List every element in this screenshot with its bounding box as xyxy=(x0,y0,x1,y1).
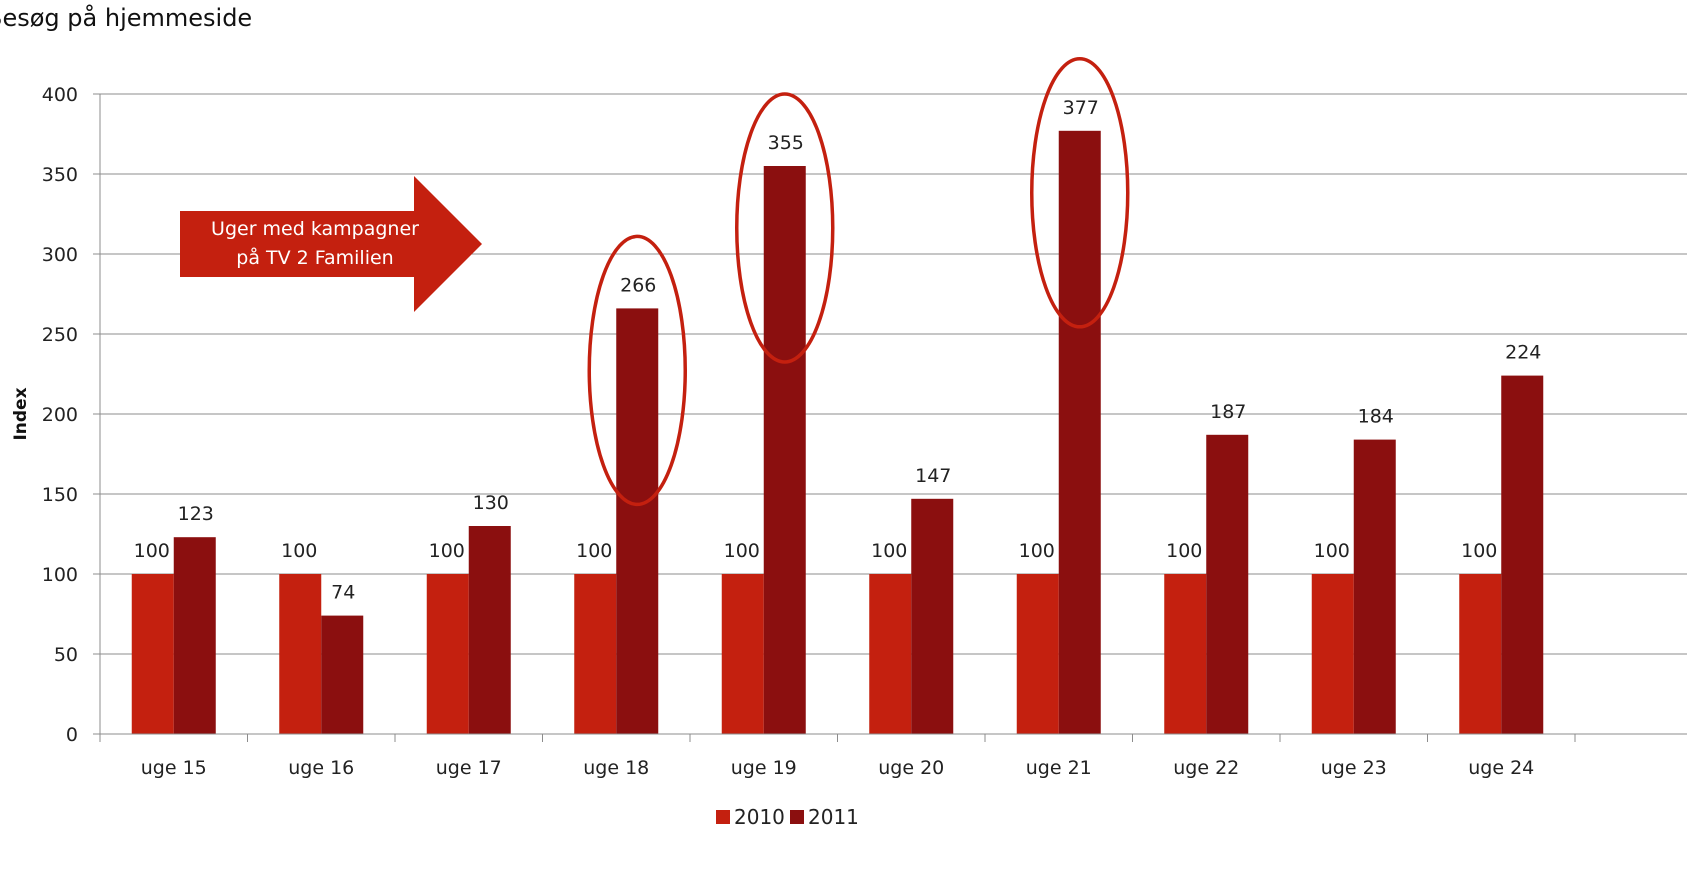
bar-2011 xyxy=(1206,434,1249,734)
y-tick-label: 200 xyxy=(42,404,78,426)
data-label-2010: 100 xyxy=(134,540,170,562)
x-tick-label: uge 17 xyxy=(436,757,502,779)
y-tick-label: 50 xyxy=(54,644,78,666)
data-label-2011: 130 xyxy=(473,492,509,514)
gridlines xyxy=(100,93,1687,655)
data-label-2010: 100 xyxy=(724,540,760,562)
bar-2010 xyxy=(574,574,617,734)
data-label-2011: 377 xyxy=(1063,97,1099,119)
bar-2010 xyxy=(1459,574,1502,734)
data-labels: 100 123 100 74 100 130 100 266 100 355 100 147 100 37… xyxy=(134,97,1542,604)
x-tick-label: uge 21 xyxy=(1026,757,1092,779)
bar-2010 xyxy=(131,574,174,734)
data-label-2010: 100 xyxy=(576,540,612,562)
bar-2010 xyxy=(721,574,764,734)
bar-2010 xyxy=(426,574,469,734)
data-label-2010: 100 xyxy=(429,540,465,562)
y-tick-label: 350 xyxy=(42,164,78,186)
x-tick-label: uge 16 xyxy=(288,757,354,779)
legend-label-2010: 2010 xyxy=(734,805,785,829)
legend-swatch-2011 xyxy=(790,810,804,824)
bar-2010 xyxy=(279,574,322,734)
y-tick-label: 400 xyxy=(42,84,78,106)
bar-2011 xyxy=(1058,130,1101,735)
x-tick-label: uge 18 xyxy=(583,757,649,779)
legend-label-2011: 2011 xyxy=(808,805,859,829)
annotations: Uger med kampagner på TV 2 Familien xyxy=(180,57,1130,507)
highlight-ellipse xyxy=(1030,57,1130,329)
data-label-2010: 100 xyxy=(871,540,907,562)
x-tick-label: uge 23 xyxy=(1321,757,1387,779)
y-tick-label: 250 xyxy=(42,324,78,346)
data-label-2010: 100 xyxy=(1461,540,1497,562)
legend-swatch-2010 xyxy=(716,810,730,824)
data-label-2010: 100 xyxy=(1166,540,1202,562)
legend: 2010 2011 xyxy=(716,805,859,829)
bar-2011 xyxy=(173,537,216,734)
y-tick-label: 0 xyxy=(66,724,78,746)
bar-2010 xyxy=(869,574,912,734)
bars xyxy=(131,130,1544,735)
axes: 0 50 100 150 200 250 300 350 400 Index uge 15 uge 1… xyxy=(11,84,1687,779)
data-label-2011: 355 xyxy=(768,132,804,154)
bar-2011 xyxy=(1353,439,1396,734)
bar-2010 xyxy=(1311,574,1354,734)
data-label-2011: 224 xyxy=(1505,342,1541,364)
data-label-2010: 100 xyxy=(281,540,317,562)
bar-2011 xyxy=(1501,375,1544,734)
data-label-2010: 100 xyxy=(1019,540,1055,562)
x-tick-label: uge 19 xyxy=(731,757,797,779)
y-tick-label: 300 xyxy=(42,244,78,266)
bar-2011 xyxy=(468,526,511,734)
campaign-arrow xyxy=(180,176,482,312)
x-tick-label: uge 15 xyxy=(141,757,207,779)
data-label-2010: 100 xyxy=(1314,540,1350,562)
y-tick-label: 150 xyxy=(42,484,78,506)
data-label-2011: 74 xyxy=(331,582,355,604)
data-label-2011: 184 xyxy=(1358,406,1394,428)
data-label-2011: 187 xyxy=(1210,401,1246,423)
bar-2010 xyxy=(1164,574,1207,734)
bar-2010 xyxy=(1016,574,1059,734)
y-axis-title: Index xyxy=(11,387,31,440)
highlight-ellipse xyxy=(587,234,687,507)
highlight-ellipse xyxy=(735,92,835,364)
bar-2011 xyxy=(616,308,659,734)
campaign-arrow-text-line2: på TV 2 Familien xyxy=(236,246,393,269)
bar-2011 xyxy=(321,615,364,734)
bar-2011 xyxy=(763,166,806,734)
x-tick-label: uge 22 xyxy=(1173,757,1239,779)
data-label-2011: 123 xyxy=(178,503,214,525)
data-label-2011: 147 xyxy=(915,465,951,487)
x-tick-label: uge 24 xyxy=(1468,757,1534,779)
chart-title: Besøg på hjemmeside xyxy=(0,3,252,32)
campaign-arrow-text-line1: Uger med kampagner xyxy=(211,218,419,240)
data-label-2011: 266 xyxy=(620,274,656,296)
x-tick-label: uge 20 xyxy=(878,757,944,779)
y-tick-label: 100 xyxy=(42,564,78,586)
bar-2011 xyxy=(911,498,954,734)
